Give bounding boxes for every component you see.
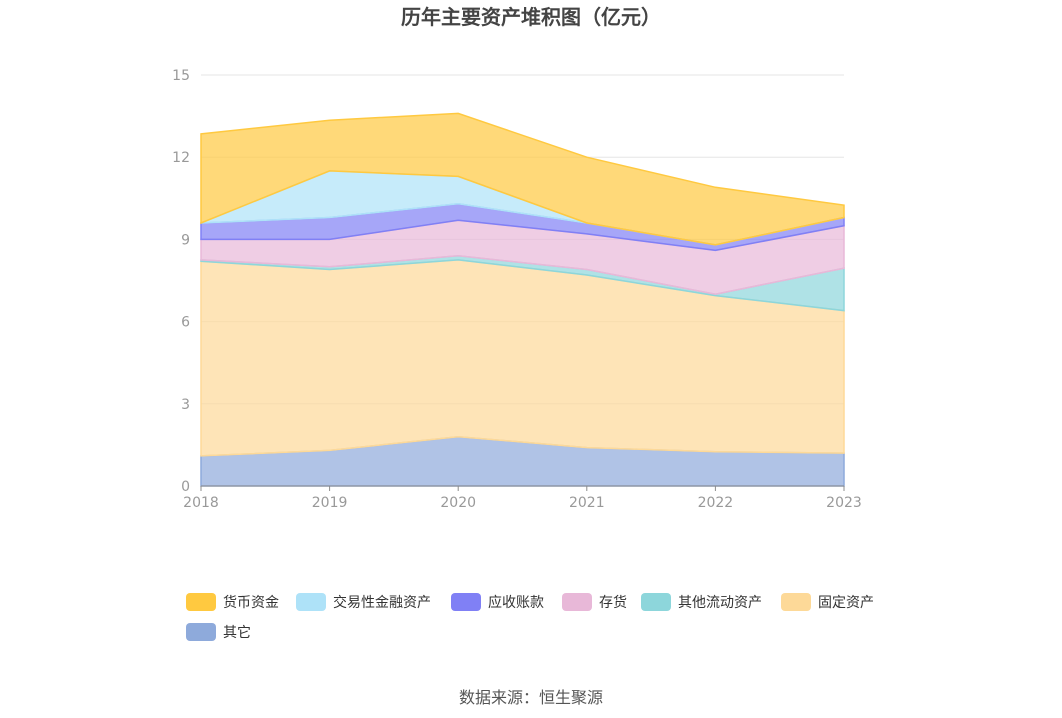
x-tick-label: 2023	[826, 495, 862, 511]
legend-label: 存货	[599, 595, 627, 611]
area-货币资金	[200, 112, 845, 246]
x-tick-label: 2020	[440, 495, 476, 511]
legend-item-交易性金融资产[interactable]: 交易性金融资产	[296, 592, 431, 612]
x-tick-label: 2019	[312, 495, 348, 511]
chart-title: 历年主要资产堆积图（亿元）	[401, 5, 661, 29]
legend-swatch	[186, 623, 216, 641]
area-chart: 0 3 6 9 12 15 2018 2019 2020 2021 2022 2023	[172, 68, 862, 511]
legend-label: 应收账款	[488, 595, 544, 611]
legend-swatch	[562, 593, 592, 611]
legend-label: 其它	[223, 625, 251, 641]
y-tick-label: 9	[181, 232, 190, 248]
legend-item-货币资金[interactable]: 货币资金	[186, 592, 279, 612]
legend-item-存货[interactable]: 存货	[562, 592, 627, 612]
legend-item-其他流动资产[interactable]: 其他流动资产	[641, 592, 762, 612]
y-tick-label: 15	[172, 68, 190, 84]
source-note: 数据来源：恒生聚源	[458, 688, 603, 707]
legend-label: 其他流动资产	[678, 595, 762, 611]
x-tick-label: 2021	[569, 495, 605, 511]
x-tick-label: 2018	[183, 495, 219, 511]
legend-label: 货币资金	[223, 595, 279, 611]
area-series	[200, 112, 845, 487]
y-tick-label: 3	[181, 397, 190, 413]
legend-swatch	[451, 593, 481, 611]
y-tick-label: 6	[181, 315, 190, 331]
legend-swatch	[641, 593, 671, 611]
legend-label: 交易性金融资产	[333, 595, 431, 611]
legend-item-其它[interactable]: 其它	[186, 622, 251, 642]
legend-swatch	[186, 593, 216, 611]
legend-item-固定资产[interactable]: 固定资产	[781, 592, 874, 612]
x-tick-label: 2022	[698, 495, 734, 511]
axes: 0 3 6 9 12 15 2018 2019 2020 2021 2022 2023	[172, 68, 862, 511]
y-tick-label: 0	[181, 479, 190, 495]
legend-swatch	[781, 593, 811, 611]
y-tick-label: 12	[172, 150, 190, 166]
legend-label: 固定资产	[818, 595, 874, 611]
legend-item-应收账款[interactable]: 应收账款	[451, 592, 544, 612]
legend-swatch	[296, 593, 326, 611]
